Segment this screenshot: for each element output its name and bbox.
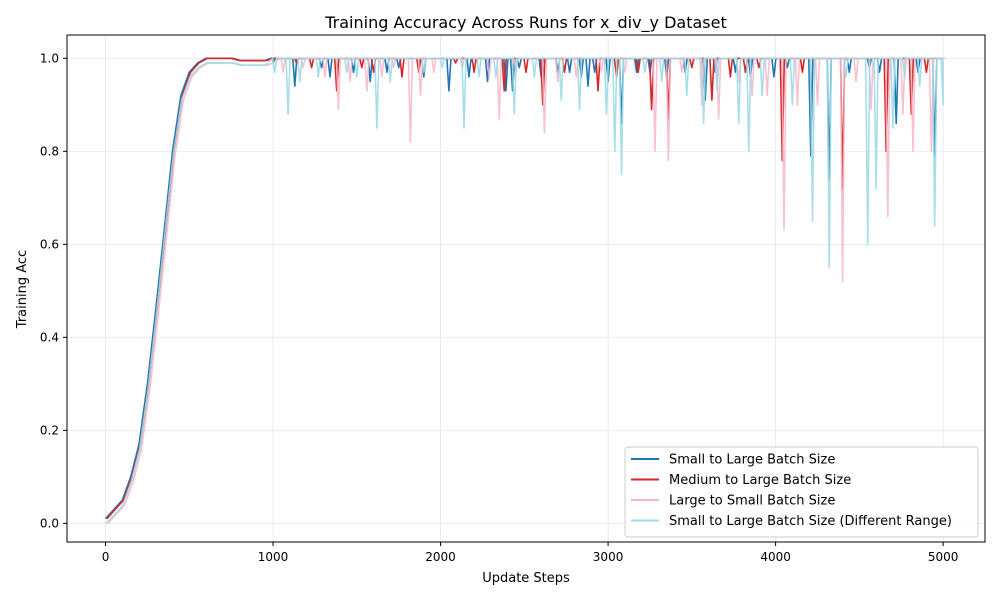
x-tick-label: 2000 bbox=[425, 550, 456, 564]
y-tick-label: 0.6 bbox=[40, 237, 59, 251]
x-tick-label: 0 bbox=[102, 550, 110, 564]
y-axis-label: Training Acc bbox=[15, 250, 30, 329]
legend-label: Small to Large Batch Size bbox=[669, 453, 835, 468]
y-tick-label: 0.4 bbox=[40, 330, 59, 344]
x-tick-label: 1000 bbox=[258, 550, 289, 564]
x-tick-label: 3000 bbox=[593, 550, 624, 564]
series-layer bbox=[104, 57, 946, 524]
y-tick-label: 1.0 bbox=[40, 51, 59, 65]
legend-label: Medium to Large Batch Size bbox=[669, 473, 851, 488]
y-tick-label: 0.8 bbox=[40, 144, 59, 158]
series-line bbox=[105, 57, 946, 524]
x-tick-label: 4000 bbox=[760, 550, 791, 564]
legend-box bbox=[624, 446, 979, 538]
y-tick-label: 0.0 bbox=[40, 516, 59, 530]
series-line bbox=[107, 57, 944, 524]
legend-label: Large to Small Batch Size bbox=[669, 494, 835, 509]
chart-title: Training Accuracy Across Runs for x_div_… bbox=[324, 13, 727, 33]
tick-layer: 0 1000 2000 3000 4000 5000 0.0 0.2 0.4 0.6 0.8 1.0 bbox=[40, 51, 958, 564]
x-tick-label: 5000 bbox=[928, 550, 959, 564]
y-tick-label: 0.2 bbox=[40, 423, 59, 437]
plot-frame bbox=[66, 34, 986, 543]
x-axis-label: Update Steps bbox=[482, 571, 570, 586]
legend-label: Small to Large Batch Size (Different Ran… bbox=[669, 514, 952, 529]
legend: Small to Large Batch Size Medium to Large… bbox=[624, 446, 979, 538]
